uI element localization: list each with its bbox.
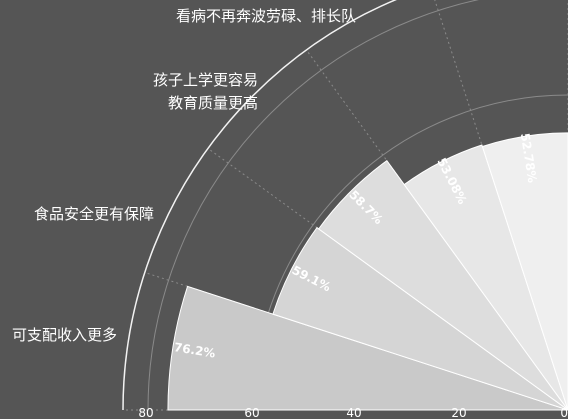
category-label-2: 食品安全更有保障 bbox=[34, 205, 154, 223]
wedge-1 bbox=[167, 285, 568, 411]
outer-arc bbox=[122, 0, 398, 411]
data-label-1: 76.2% bbox=[173, 340, 216, 360]
category-label-3: 孩子上学更容易教育质量更高 bbox=[153, 71, 258, 112]
tick-label-60: 60 bbox=[244, 406, 259, 419]
grid-arc-80 bbox=[147, 0, 480, 411]
tick-label-20: 20 bbox=[451, 406, 466, 419]
grid-spoke-4 bbox=[434, 0, 568, 411]
tick-label-80: 80 bbox=[138, 406, 153, 419]
arc-layer bbox=[122, 0, 398, 411]
grid-spoke-3 bbox=[306, 49, 568, 411]
wedge-2 bbox=[272, 226, 568, 411]
tick-label-0: 0 bbox=[560, 406, 568, 419]
wedge-3 bbox=[317, 159, 568, 411]
category-label-4: 看病不再奔波劳碌、排长队 bbox=[176, 7, 356, 25]
category-label-3-line-2: 教育质量更高 bbox=[168, 94, 258, 112]
category-label-1: 可支配收入更多 bbox=[12, 326, 117, 344]
wedge-layer bbox=[167, 132, 568, 411]
tick-label-40: 40 bbox=[346, 406, 361, 419]
grid-spoke-2 bbox=[207, 148, 568, 411]
wedge-4 bbox=[403, 144, 568, 411]
category-label-3-line-1: 孩子上学更容易 bbox=[153, 71, 258, 89]
